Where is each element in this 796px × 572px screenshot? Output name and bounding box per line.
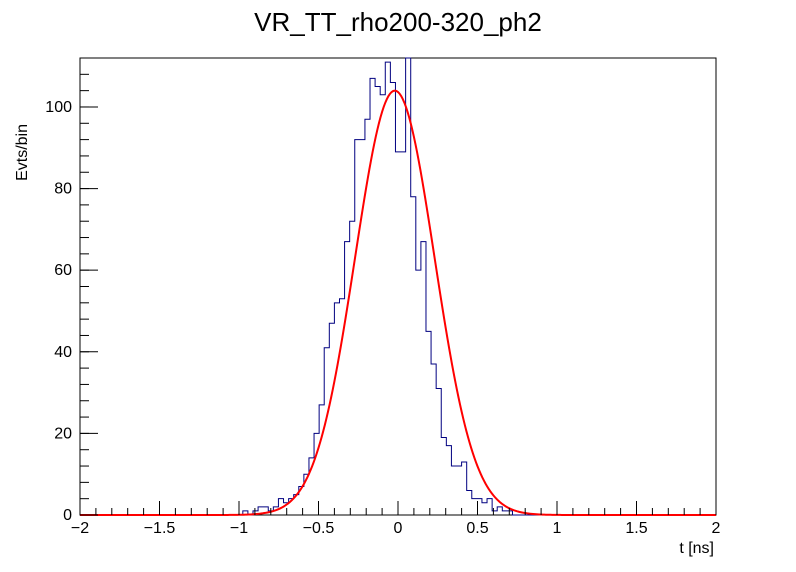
y-tick-label: 100: [45, 99, 72, 116]
y-tick-label: 80: [54, 181, 72, 198]
fit-curve: [80, 89, 716, 516]
plot-frame: [79, 57, 717, 516]
x-axis-label: t [ns]: [679, 540, 714, 557]
fit-curve-series: [80, 89, 716, 516]
y-tick-label: 20: [54, 425, 72, 442]
x-tick-label: 2: [712, 520, 721, 537]
x-tick-label: −1.5: [144, 520, 176, 537]
x-tick-label: 0: [394, 520, 403, 537]
y-tick-label: 40: [54, 344, 72, 361]
x-tick-label: 0.5: [466, 520, 488, 537]
y-axis-ticks: 0 20 40 60 80 100: [45, 57, 98, 524]
histogram-outline: [80, 57, 716, 516]
x-tick-label: 1.5: [625, 520, 647, 537]
y-tick-label: 0: [63, 507, 72, 524]
histogram-series: [80, 57, 716, 516]
chart-title: VR_TT_rho200-320_ph2: [254, 7, 542, 37]
x-tick-label: −0.5: [303, 520, 335, 537]
y-tick-label: 60: [54, 262, 72, 279]
x-axis-ticks: −2 −1.5 −1 −0.5 0 0.5 1 1.5 2: [71, 501, 721, 537]
x-tick-label: −2: [71, 520, 89, 537]
x-tick-label: −1: [230, 520, 248, 537]
x-tick-label: 1: [553, 520, 562, 537]
y-axis-label: Evts/bin: [14, 124, 31, 181]
